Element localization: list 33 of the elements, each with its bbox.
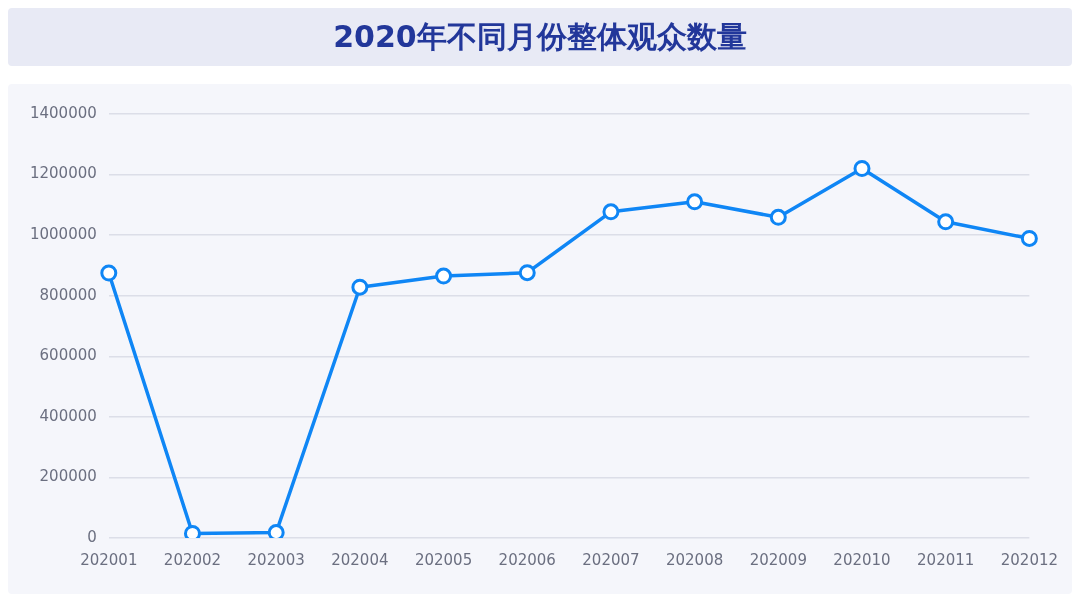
x-tick-label: 202008 (665, 550, 724, 569)
point (183, 524, 201, 538)
x-tick-label: 202009 (749, 550, 807, 569)
y-tick-label: 0 (87, 527, 97, 546)
y-tick-label: 800000 (39, 285, 97, 304)
point (602, 203, 620, 221)
x-tick-label: 202010 (833, 550, 891, 569)
x-tick-label: 202007 (582, 550, 640, 569)
x-tick-label: 202002 (163, 550, 222, 569)
x-tick-label: 202005 (414, 550, 473, 569)
point (686, 193, 704, 211)
y-tick-label: 1200000 (29, 164, 97, 183)
x-tick-label: 202006 (498, 550, 556, 569)
x-tick-label: 202001 (80, 550, 138, 569)
x-tick-label: 202004 (331, 550, 389, 569)
point (937, 213, 955, 231)
point (1020, 229, 1038, 247)
y-tick-label: 600000 (39, 346, 97, 365)
y-tick-label: 400000 (39, 406, 97, 425)
y-tick-label: 1000000 (29, 225, 97, 244)
y-tick-label: 200000 (39, 467, 97, 486)
point (435, 267, 453, 285)
x-tick-label: 202011 (917, 550, 975, 569)
point (267, 524, 285, 538)
x-tick-label: 202012 (1000, 550, 1058, 569)
point (351, 278, 369, 296)
x-tick-label: 202003 (247, 550, 305, 569)
point (853, 160, 871, 178)
point (769, 208, 787, 226)
y-tick-label: 1400000 (29, 103, 97, 122)
chart-title: 2020年不同月份整体观众数量 (8, 8, 1072, 66)
point (518, 264, 536, 282)
point (100, 264, 118, 282)
